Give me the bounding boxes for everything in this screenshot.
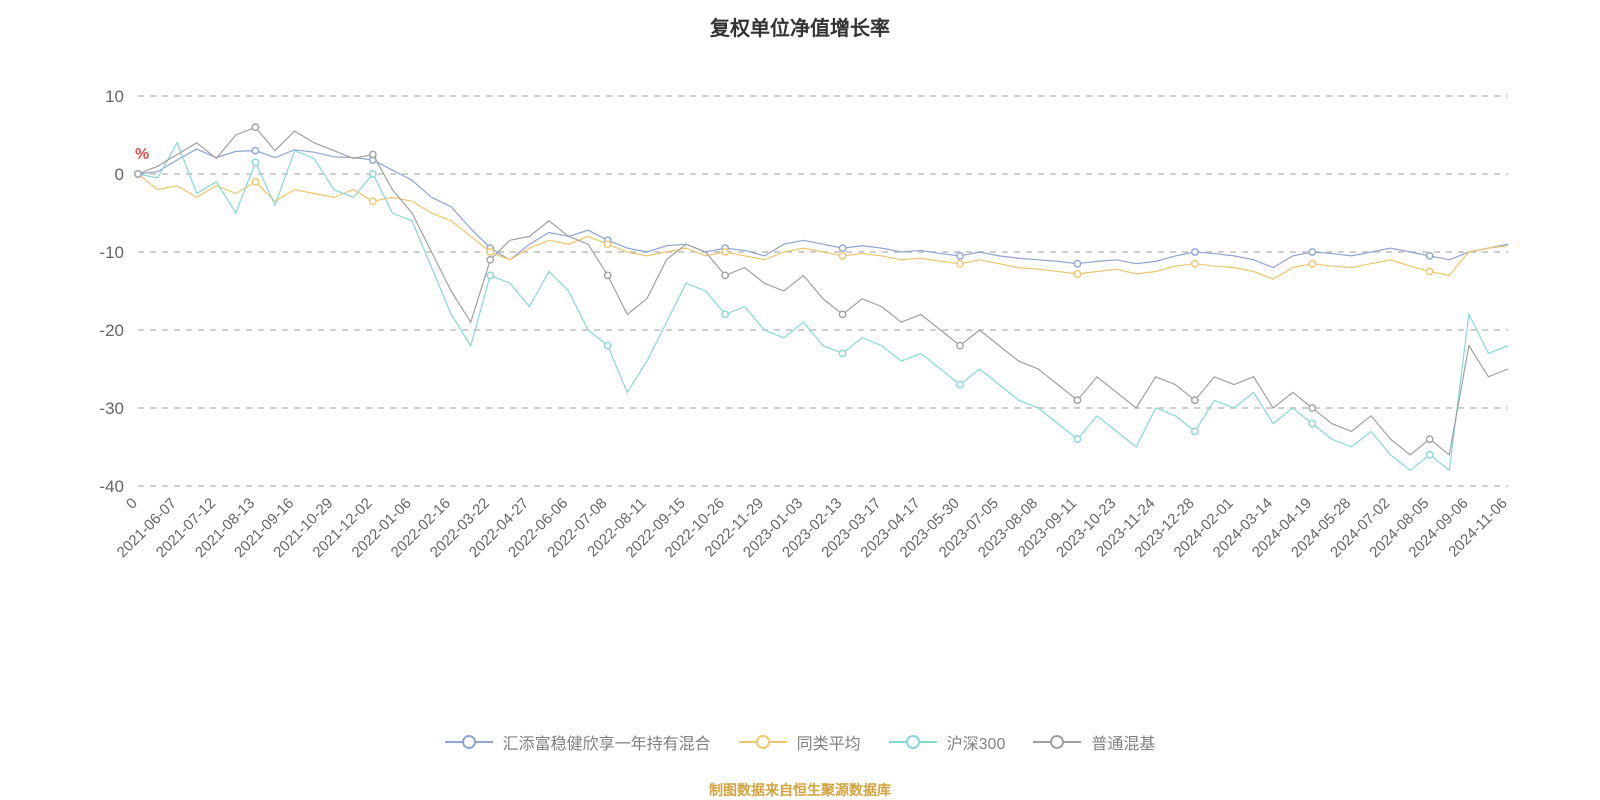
legend-label: 汇添富稳健欣享一年持有混合 (503, 730, 711, 754)
legend-label: 同类平均 (797, 730, 861, 754)
chart-plot: -40-30-20-1001002021-06-072021-07-122021… (0, 0, 1600, 700)
legend-line-icon (1033, 741, 1081, 743)
svg-text:-10: -10 (99, 243, 124, 262)
svg-text:10: 10 (105, 87, 124, 106)
svg-text:-30: -30 (99, 399, 124, 418)
svg-text:-20: -20 (99, 321, 124, 340)
legend-line-icon (739, 741, 787, 743)
chart-container: 复权单位净值增长率 % -40-30-20-1001002021-06-0720… (0, 0, 1600, 800)
legend-item[interactable]: 同类平均 (739, 730, 861, 754)
legend-line-icon (889, 741, 937, 743)
legend-item[interactable]: 沪深300 (889, 730, 1006, 754)
svg-text:-40: -40 (99, 477, 124, 496)
legend-label: 普通混基 (1091, 730, 1155, 754)
legend-item[interactable]: 汇添富稳健欣享一年持有混合 (445, 730, 711, 754)
svg-text:0: 0 (123, 495, 141, 513)
legend-line-icon (445, 741, 493, 743)
legend-item[interactable]: 普通混基 (1033, 730, 1155, 754)
chart-legend: 汇添富稳健欣享一年持有混合 同类平均 沪深300 普通混基 (0, 730, 1600, 754)
svg-text:0: 0 (115, 165, 124, 184)
legend-label: 沪深300 (947, 730, 1006, 754)
chart-footer: 制图数据来自恒生聚源数据库 (0, 780, 1600, 800)
